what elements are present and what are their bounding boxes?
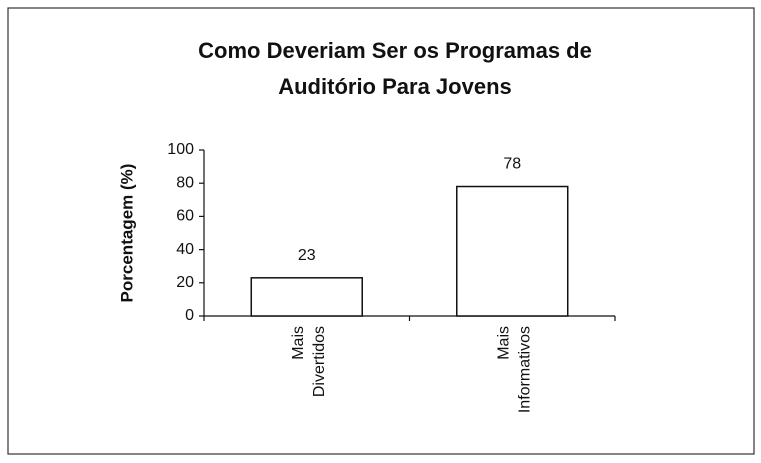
bar xyxy=(456,185,569,317)
bar xyxy=(250,277,363,317)
y-axis-label: Porcentagem (%) xyxy=(117,164,136,303)
frame xyxy=(7,7,755,455)
y-tick-label: 0 xyxy=(185,307,194,324)
chart-title: Auditório Para Jovens xyxy=(278,74,512,99)
y-tick-label: 100 xyxy=(167,141,194,158)
x-tick-label-line: Mais xyxy=(495,326,512,360)
x-tick-label: Mais Divertidos xyxy=(290,326,328,397)
x-tick-label-line: Mais xyxy=(290,326,307,360)
x-tick-label-line: Informativos xyxy=(516,326,533,413)
data-label: 23 xyxy=(298,247,316,264)
x-tick-label-line: Divertidos xyxy=(311,326,328,397)
y-tick-label: 60 xyxy=(176,208,194,225)
x-tick-label: Mais Informativos xyxy=(495,326,533,413)
y-tick-label: 20 xyxy=(176,274,194,291)
y-tick-label: 80 xyxy=(176,174,194,191)
y-tick-label: 40 xyxy=(176,241,194,258)
chart-title: Como Deveriam Ser os Programas de xyxy=(198,38,592,63)
data-label: 78 xyxy=(503,156,521,173)
